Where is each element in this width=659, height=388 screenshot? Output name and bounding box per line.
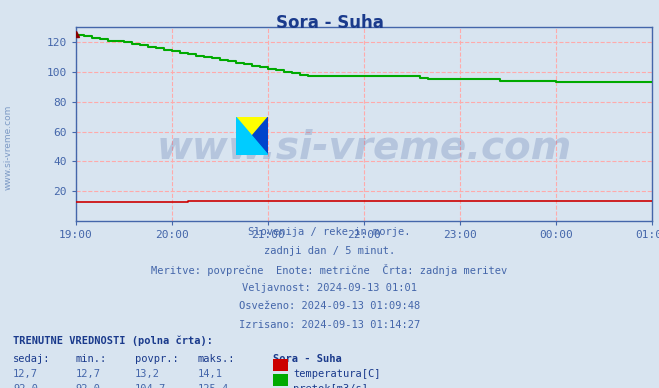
- Text: 13,2: 13,2: [135, 369, 160, 379]
- Text: zadnji dan / 5 minut.: zadnji dan / 5 minut.: [264, 246, 395, 256]
- Text: www.si-vreme.com: www.si-vreme.com: [4, 105, 13, 190]
- Text: min.:: min.:: [76, 354, 107, 364]
- Text: 12,7: 12,7: [13, 369, 38, 379]
- Polygon shape: [235, 117, 268, 156]
- Text: Veljavnost: 2024-09-13 01:01: Veljavnost: 2024-09-13 01:01: [242, 283, 417, 293]
- Text: Izrisano: 2024-09-13 01:14:27: Izrisano: 2024-09-13 01:14:27: [239, 320, 420, 330]
- Text: 92,0: 92,0: [76, 384, 101, 388]
- Text: 92,0: 92,0: [13, 384, 38, 388]
- Text: Sora - Suha: Sora - Suha: [273, 354, 342, 364]
- Text: Sora - Suha: Sora - Suha: [275, 14, 384, 31]
- Polygon shape: [235, 117, 268, 156]
- Text: sedaj:: sedaj:: [13, 354, 51, 364]
- Text: Meritve: povprečne  Enote: metrične  Črta: zadnja meritev: Meritve: povprečne Enote: metrične Črta:…: [152, 264, 507, 276]
- Text: pretok[m3/s]: pretok[m3/s]: [293, 384, 368, 388]
- Text: 104,7: 104,7: [135, 384, 166, 388]
- Polygon shape: [235, 117, 268, 156]
- Text: 125,4: 125,4: [198, 384, 229, 388]
- Text: 14,1: 14,1: [198, 369, 223, 379]
- Text: 12,7: 12,7: [76, 369, 101, 379]
- Text: TRENUTNE VREDNOSTI (polna črta):: TRENUTNE VREDNOSTI (polna črta):: [13, 336, 213, 346]
- Text: Osveženo: 2024-09-13 01:09:48: Osveženo: 2024-09-13 01:09:48: [239, 301, 420, 312]
- Text: temperatura[C]: temperatura[C]: [293, 369, 381, 379]
- Text: povpr.:: povpr.:: [135, 354, 179, 364]
- Text: www.si-vreme.com: www.si-vreme.com: [156, 128, 572, 166]
- Text: Slovenija / reke in morje.: Slovenija / reke in morje.: [248, 227, 411, 237]
- Text: maks.:: maks.:: [198, 354, 235, 364]
